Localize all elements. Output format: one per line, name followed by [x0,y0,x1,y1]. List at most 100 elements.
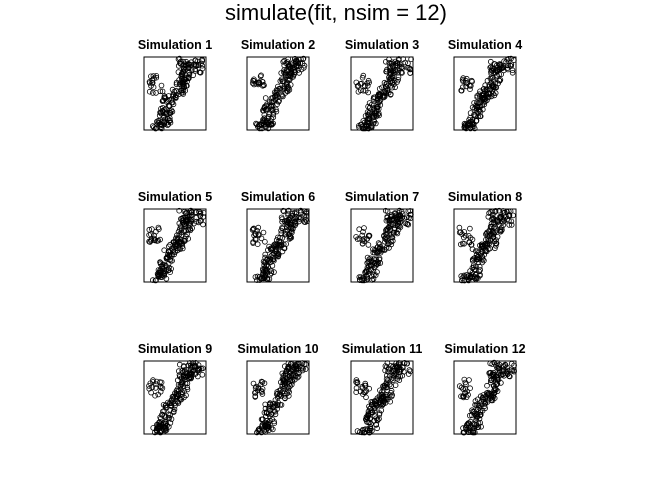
point [376,256,383,263]
panel-title: Simulation 7 [345,190,419,204]
panel-title: Simulation 3 [345,38,419,52]
panel-5: Simulation 5 [138,190,212,284]
point [292,58,299,65]
point-cloud [353,359,414,436]
point [157,414,164,421]
point [368,101,375,108]
point [260,107,266,114]
point [195,219,202,226]
point [474,93,481,99]
point [272,400,278,407]
point [258,275,264,282]
point [189,67,195,73]
point-cloud [353,207,414,284]
point [271,269,277,275]
point [383,380,390,387]
point [477,267,484,273]
point [180,245,186,252]
point [365,242,372,248]
point [153,378,160,385]
point [493,68,500,74]
point [148,236,155,243]
point [353,379,359,385]
point [285,387,292,394]
panel-title: Simulation 4 [448,38,522,52]
point [464,124,471,131]
point [360,87,367,94]
point [266,99,273,105]
point [166,249,172,255]
point [250,380,257,387]
point [185,61,192,68]
point [393,218,399,225]
point [290,366,296,372]
point [397,219,403,226]
point [151,237,158,243]
point [258,72,264,79]
point [269,262,276,269]
point [474,396,481,403]
point [286,220,293,227]
panel-title: Simulation 6 [241,190,315,204]
point [492,385,498,392]
point [492,67,499,74]
point [400,364,406,371]
point [277,78,284,84]
point [180,58,187,65]
point [186,375,192,382]
point [259,422,266,429]
point [458,273,465,279]
point [460,394,467,401]
point [354,83,361,89]
point [254,241,261,248]
point [265,420,271,427]
point [199,56,205,63]
point [303,209,310,216]
point-cloud [456,207,516,284]
point [163,105,169,112]
point [262,401,269,408]
point-cloud [146,359,206,436]
point [468,412,475,418]
point [363,387,370,394]
point [182,224,189,230]
panel-title: Simulation 8 [448,190,522,204]
point [259,416,266,423]
point [406,367,413,373]
point [473,417,479,423]
point [288,228,295,234]
point [283,367,290,374]
point [474,256,480,262]
point [377,102,384,108]
point [250,239,256,245]
panel-4: Simulation 4 [448,38,522,132]
point [402,220,409,227]
point [474,105,480,112]
point [353,385,360,391]
point [486,90,493,97]
point [180,68,187,74]
point [364,267,370,274]
point [501,363,507,369]
main-title: simulate(fit, nsim = 12) [225,0,447,25]
point [487,64,494,71]
point [399,65,406,72]
point [463,79,469,86]
point [372,405,378,412]
point [510,212,516,219]
point [479,259,486,266]
point [281,57,288,64]
point [279,225,286,232]
point [164,122,171,128]
panel-frame [453,360,517,435]
point [250,226,257,232]
point [282,232,288,238]
point [156,273,163,279]
point [486,81,493,88]
point [288,360,295,367]
point [252,274,259,280]
point [366,79,372,86]
point [280,385,287,392]
point [391,226,398,233]
point [362,380,369,387]
